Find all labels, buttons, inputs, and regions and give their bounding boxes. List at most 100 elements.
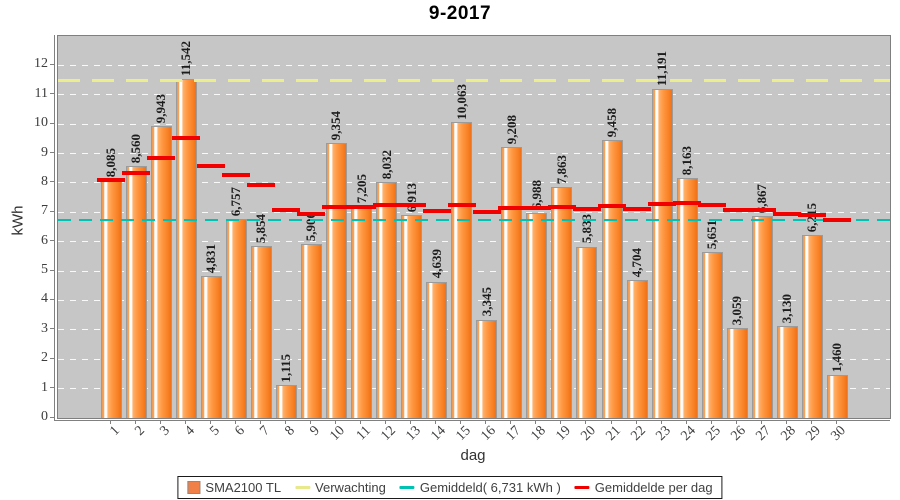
running-average-segment <box>322 204 351 209</box>
bar-value-label: 6,215 <box>804 203 820 233</box>
running-average-segment <box>773 212 802 217</box>
bar-value-label: 8,085 <box>103 148 118 178</box>
running-average-segment <box>222 172 251 177</box>
legend-item-gemiddeld: Gemiddeld( 6,731 kWh ) <box>399 480 561 495</box>
y-tick <box>50 152 54 154</box>
expectation-line <box>58 78 890 82</box>
x-tick <box>810 420 812 424</box>
bar-value-label: 8,032 <box>378 149 394 179</box>
bar <box>751 216 773 418</box>
x-tick <box>309 420 311 424</box>
bar-value-label: 3,130 <box>779 293 795 324</box>
bar <box>801 235 823 418</box>
gridline <box>58 153 890 155</box>
x-tick <box>109 420 111 424</box>
x-tick <box>535 420 537 424</box>
bar-value-label: 5,906 <box>303 212 319 242</box>
y-tick <box>50 416 54 418</box>
bar <box>250 245 272 418</box>
running-average-segment <box>648 202 677 207</box>
running-average-segment <box>673 201 702 206</box>
y-tick-label: 6 <box>41 232 48 248</box>
bar <box>376 181 398 418</box>
gridline <box>58 123 890 125</box>
bar <box>300 244 322 418</box>
legend-item-bars: SMA2100 TL <box>187 480 281 495</box>
y-tick <box>50 328 54 330</box>
y-tick-label: 12 <box>34 56 48 72</box>
bar <box>150 125 172 418</box>
y-tick <box>50 240 54 242</box>
y-tick-label: 4 <box>41 291 48 307</box>
bar <box>275 385 297 418</box>
running-average-segment <box>623 207 652 212</box>
y-tick-label: 11 <box>34 85 48 101</box>
running-average-segment <box>572 207 601 212</box>
y-tick <box>50 181 54 183</box>
y-tick-label: 7 <box>41 203 48 219</box>
bar-value-label: 6,757 <box>228 187 244 217</box>
legend: SMA2100 TL Verwachting Gemiddeld( 6,731 … <box>177 476 723 499</box>
x-tick <box>360 420 361 424</box>
running-average-segment <box>397 203 426 208</box>
running-average-segment <box>197 163 226 168</box>
gridline <box>58 358 890 360</box>
bar-value-label: 5,854 <box>253 213 269 243</box>
y-tick <box>50 387 54 389</box>
bar <box>601 140 623 418</box>
y-tick-label: 10 <box>34 115 48 131</box>
x-tick <box>660 420 662 424</box>
y-tick-label: 8 <box>41 173 48 189</box>
x-tick <box>510 420 512 424</box>
y-tick-label: 5 <box>41 262 48 278</box>
legend-label-gemiddeld: Gemiddeld( 6,731 kWh ) <box>419 480 561 495</box>
bar-value-label: 9,208 <box>503 115 519 145</box>
bar-value-label: 5,651 <box>704 219 720 249</box>
bar-value-label: 4,831 <box>203 243 219 274</box>
running-average-segment <box>347 204 376 209</box>
x-tick <box>760 420 762 424</box>
running-average-segment <box>598 204 626 209</box>
bar <box>526 212 548 418</box>
y-tick <box>50 63 54 65</box>
x-tick <box>635 420 637 424</box>
bar <box>551 186 573 418</box>
x-tick <box>710 420 712 424</box>
x-tick <box>385 420 387 424</box>
running-average-segment <box>748 207 777 212</box>
running-average-segment <box>247 182 276 187</box>
gridline <box>58 270 890 272</box>
x-tick <box>585 420 587 424</box>
gridline <box>58 329 890 331</box>
legend-label-gemiddelde-per-dag: Gemiddelde per dag <box>594 480 713 495</box>
y-tick-label: 3 <box>41 320 48 336</box>
bar-value-label: 4,704 <box>629 247 645 277</box>
legend-label-bars: SMA2100 TL <box>205 480 282 495</box>
chart-title: 9-2017 <box>428 3 492 24</box>
running-average-segment <box>547 205 576 210</box>
bar-value-label: 8,560 <box>128 134 144 164</box>
bar <box>125 166 147 418</box>
bar <box>701 251 723 418</box>
expectation-line-swatch-icon <box>295 486 311 489</box>
x-tick <box>284 420 286 424</box>
x-tick <box>410 420 412 424</box>
bar-value-label: 10,063 <box>453 83 469 120</box>
gridline <box>58 94 890 96</box>
bar <box>225 219 247 418</box>
bar <box>351 206 372 418</box>
running-average-segment <box>147 155 176 160</box>
average-line <box>58 219 890 222</box>
y-tick <box>50 298 54 300</box>
x-tick <box>610 420 612 424</box>
bar <box>426 281 448 418</box>
bar-value-label: 11,542 <box>178 40 194 76</box>
running-average-segment <box>372 202 401 207</box>
bar <box>200 276 222 418</box>
bar-value-label: 7,205 <box>353 174 369 204</box>
bar-value-label: 7,863 <box>553 154 569 184</box>
x-tick <box>560 420 562 424</box>
gridline <box>58 388 890 390</box>
bar <box>576 246 598 418</box>
